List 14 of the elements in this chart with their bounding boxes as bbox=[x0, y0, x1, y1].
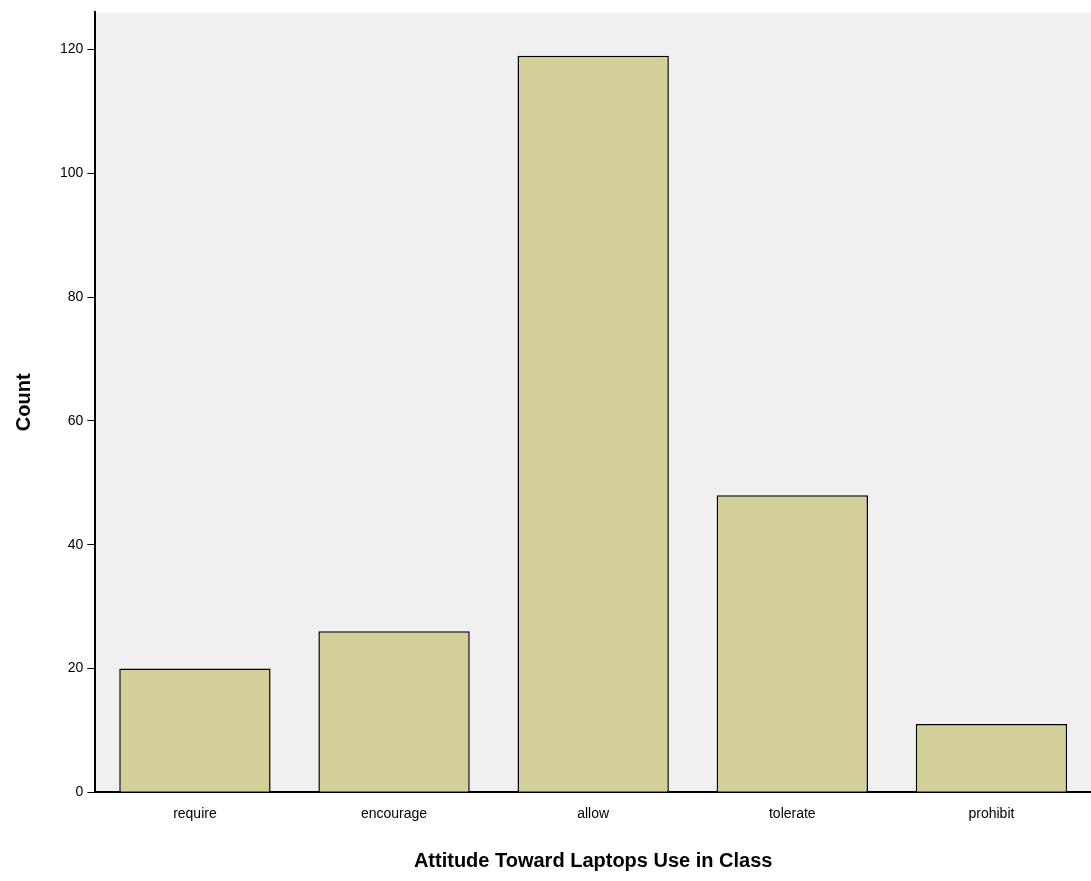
x-tick-label: require bbox=[173, 805, 217, 822]
x-tick-label: encourage bbox=[360, 805, 428, 822]
x-tick-label: allow bbox=[577, 805, 611, 822]
y-tick-label: 100 bbox=[60, 164, 84, 181]
y-axis-title: Count bbox=[11, 373, 34, 432]
y-tick-label: 80 bbox=[67, 287, 84, 304]
x-tick-label: prohibit bbox=[968, 805, 1015, 822]
x-axis-title: Attitude Toward Laptops Use in Class bbox=[413, 848, 773, 871]
y-tick-label: 20 bbox=[67, 659, 84, 676]
y-tick-label: 0 bbox=[75, 783, 84, 800]
y-tick-label: 120 bbox=[60, 40, 84, 57]
y-tick-label: 40 bbox=[67, 535, 84, 552]
x-tick-label: tolerate bbox=[768, 805, 816, 822]
y-tick-label: 60 bbox=[67, 411, 84, 428]
